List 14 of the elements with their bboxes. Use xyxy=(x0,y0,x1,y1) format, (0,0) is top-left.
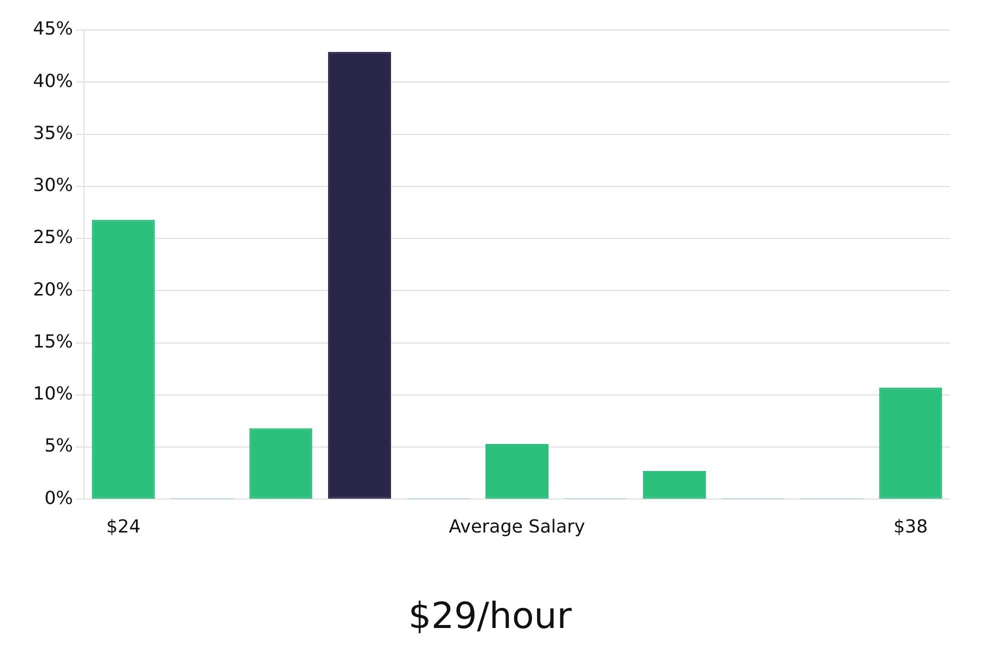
y-tick-label: 15% xyxy=(32,331,74,352)
y-tick-label: 0% xyxy=(44,488,74,509)
y-tick-label: 40% xyxy=(32,70,74,92)
y-tick-label: 30% xyxy=(32,175,74,196)
y-tick-label: 5% xyxy=(44,436,74,457)
text: $29/hour xyxy=(408,596,572,637)
x-tick-label: $38 xyxy=(893,516,928,538)
y-tick-label: 10% xyxy=(32,384,74,405)
x-tick-label: $24 xyxy=(106,516,141,538)
y-tick-label: 20% xyxy=(32,279,74,300)
y-tick-label: 35% xyxy=(32,122,74,144)
x-tick-label: Average Salary xyxy=(448,516,586,538)
y-tick-label: 45% xyxy=(32,18,74,40)
y-tick-label: 25% xyxy=(32,227,74,248)
